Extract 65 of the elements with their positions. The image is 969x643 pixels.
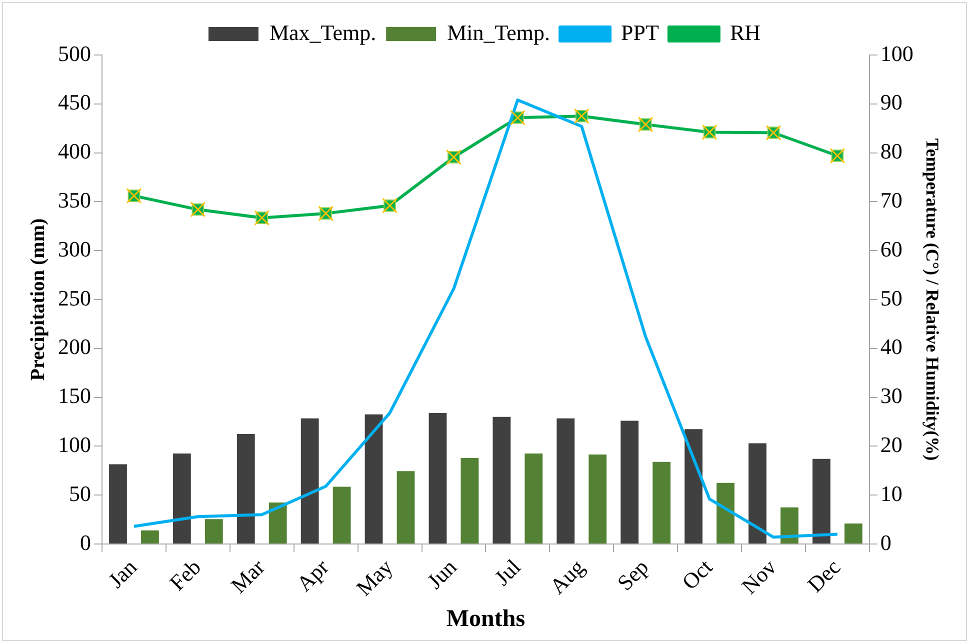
bar xyxy=(364,414,383,544)
y-tick-label: 450 xyxy=(58,90,91,115)
y2-tick-label: 30 xyxy=(880,383,902,408)
bar xyxy=(109,464,127,544)
bar xyxy=(812,458,830,544)
y2-tick-label: 40 xyxy=(880,334,902,360)
x-tick-label: Oct xyxy=(677,554,718,594)
x-tick-label: May xyxy=(351,554,398,600)
legend-label: Max_Temp. xyxy=(269,20,376,45)
x-tick-label: Dec xyxy=(802,554,846,598)
bar xyxy=(268,502,287,544)
x-tick-label: Apr xyxy=(292,554,334,596)
y2-tick-label: 20 xyxy=(880,432,902,457)
legend-label: RH xyxy=(730,20,761,45)
x-tick-label: Sep xyxy=(612,554,654,596)
y2-tick-label: 50 xyxy=(880,285,902,310)
y2-tick-label: 60 xyxy=(880,236,902,262)
y-tick-label: 100 xyxy=(58,432,91,457)
x-tick-label: Aug xyxy=(544,554,590,599)
y-tick-label: 300 xyxy=(58,236,91,262)
y2-tick-label: 70 xyxy=(880,187,902,212)
y-tick-label: 200 xyxy=(58,334,91,360)
bar xyxy=(524,454,543,544)
bar xyxy=(716,482,734,544)
y-tick-label: 350 xyxy=(58,187,91,212)
bar xyxy=(172,454,191,544)
y-tick-label: 250 xyxy=(58,285,91,310)
y-tick-label: 400 xyxy=(58,138,91,164)
y2-tick-label: 0 xyxy=(880,530,892,555)
y-tick-label: 50 xyxy=(69,480,91,506)
y-tick-label: 150 xyxy=(58,383,91,408)
bar xyxy=(748,443,766,544)
y2-tick-label: 10 xyxy=(880,480,902,506)
bar xyxy=(588,454,607,544)
bar xyxy=(141,530,159,544)
x-tick-label: Jul xyxy=(489,554,526,590)
x-tick-label: Mar xyxy=(226,554,270,598)
x-tick-label: Jan xyxy=(103,554,142,593)
y-tick-label: 500 xyxy=(58,40,91,66)
y-axis-title: Precipitation (mm) xyxy=(27,218,50,381)
bar xyxy=(652,462,671,544)
bar xyxy=(620,420,639,544)
bar xyxy=(460,458,479,544)
legend-label: Min_Temp. xyxy=(447,20,550,45)
x-tick-label: Jun xyxy=(422,554,462,594)
legend-label: PPT xyxy=(621,20,660,45)
bar xyxy=(236,434,255,544)
y2-axis-title: Temperature (C°) / Relative Humidity(%) xyxy=(922,138,943,461)
bar xyxy=(684,429,702,544)
bar xyxy=(396,471,415,544)
bar xyxy=(780,507,798,544)
bar xyxy=(492,416,511,544)
bar xyxy=(428,412,447,544)
y2-tick-label: 80 xyxy=(880,138,902,164)
x-axis-title: Months xyxy=(446,606,526,632)
x-tick-label: Nov xyxy=(736,554,782,599)
x-tick-label: Feb xyxy=(164,554,206,596)
bar xyxy=(844,523,862,544)
y-tick-label: 0 xyxy=(80,530,91,555)
bar xyxy=(556,418,575,544)
bar xyxy=(204,519,223,544)
y2-tick-label: 90 xyxy=(880,90,902,115)
y2-tick-label: 100 xyxy=(880,40,914,66)
bar xyxy=(300,418,319,544)
bar xyxy=(332,486,351,544)
